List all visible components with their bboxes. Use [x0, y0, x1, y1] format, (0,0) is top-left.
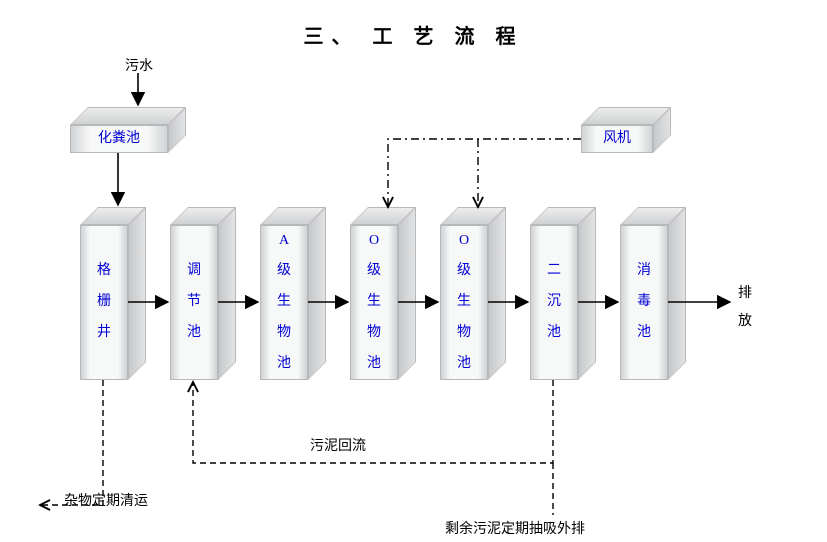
stage-box-adjust: 调节池 [170, 225, 218, 380]
stage-box-sed2: 二沉池 [530, 225, 578, 380]
septic-label: 化粪池 [98, 132, 140, 146]
stage-box-o_bio1: O级生物池 [350, 225, 398, 380]
stage-label-disinf: 消毒池 [637, 256, 651, 348]
fan-box: 风机 [581, 125, 653, 153]
stage-box-a_bio: A级生物池 [260, 225, 308, 380]
stage-label-adjust: 调节池 [187, 256, 201, 348]
inflow-label: 污水 [125, 55, 153, 75]
stage-label-grid: 格栅井 [97, 256, 111, 348]
stage-box-disinf: 消毒池 [620, 225, 668, 380]
excess-sludge-label: 剩余污泥定期抽吸外排 [445, 518, 585, 538]
fan-label: 风机 [603, 132, 631, 146]
stage-label-sed2: 二沉池 [547, 256, 561, 348]
discharge-label: 排 放 [738, 280, 752, 336]
stage-label-a_bio: A级生物池 [277, 226, 291, 380]
page-title: 三、 工 艺 流 程 [0, 20, 827, 49]
stage-box-o_bio2: O级生物池 [440, 225, 488, 380]
discharge-line2: 放 [738, 314, 752, 329]
stage-label-o_bio1: O级生物池 [367, 226, 381, 380]
stage-box-grid: 格栅井 [80, 225, 128, 380]
stage-label-o_bio2: O级生物池 [457, 226, 471, 380]
sludge-return-label: 污泥回流 [310, 435, 366, 455]
debris-removal-label: 杂物定期清运 [64, 490, 148, 510]
discharge-line1: 排 [738, 286, 752, 301]
septic-tank-box: 化粪池 [70, 125, 168, 153]
